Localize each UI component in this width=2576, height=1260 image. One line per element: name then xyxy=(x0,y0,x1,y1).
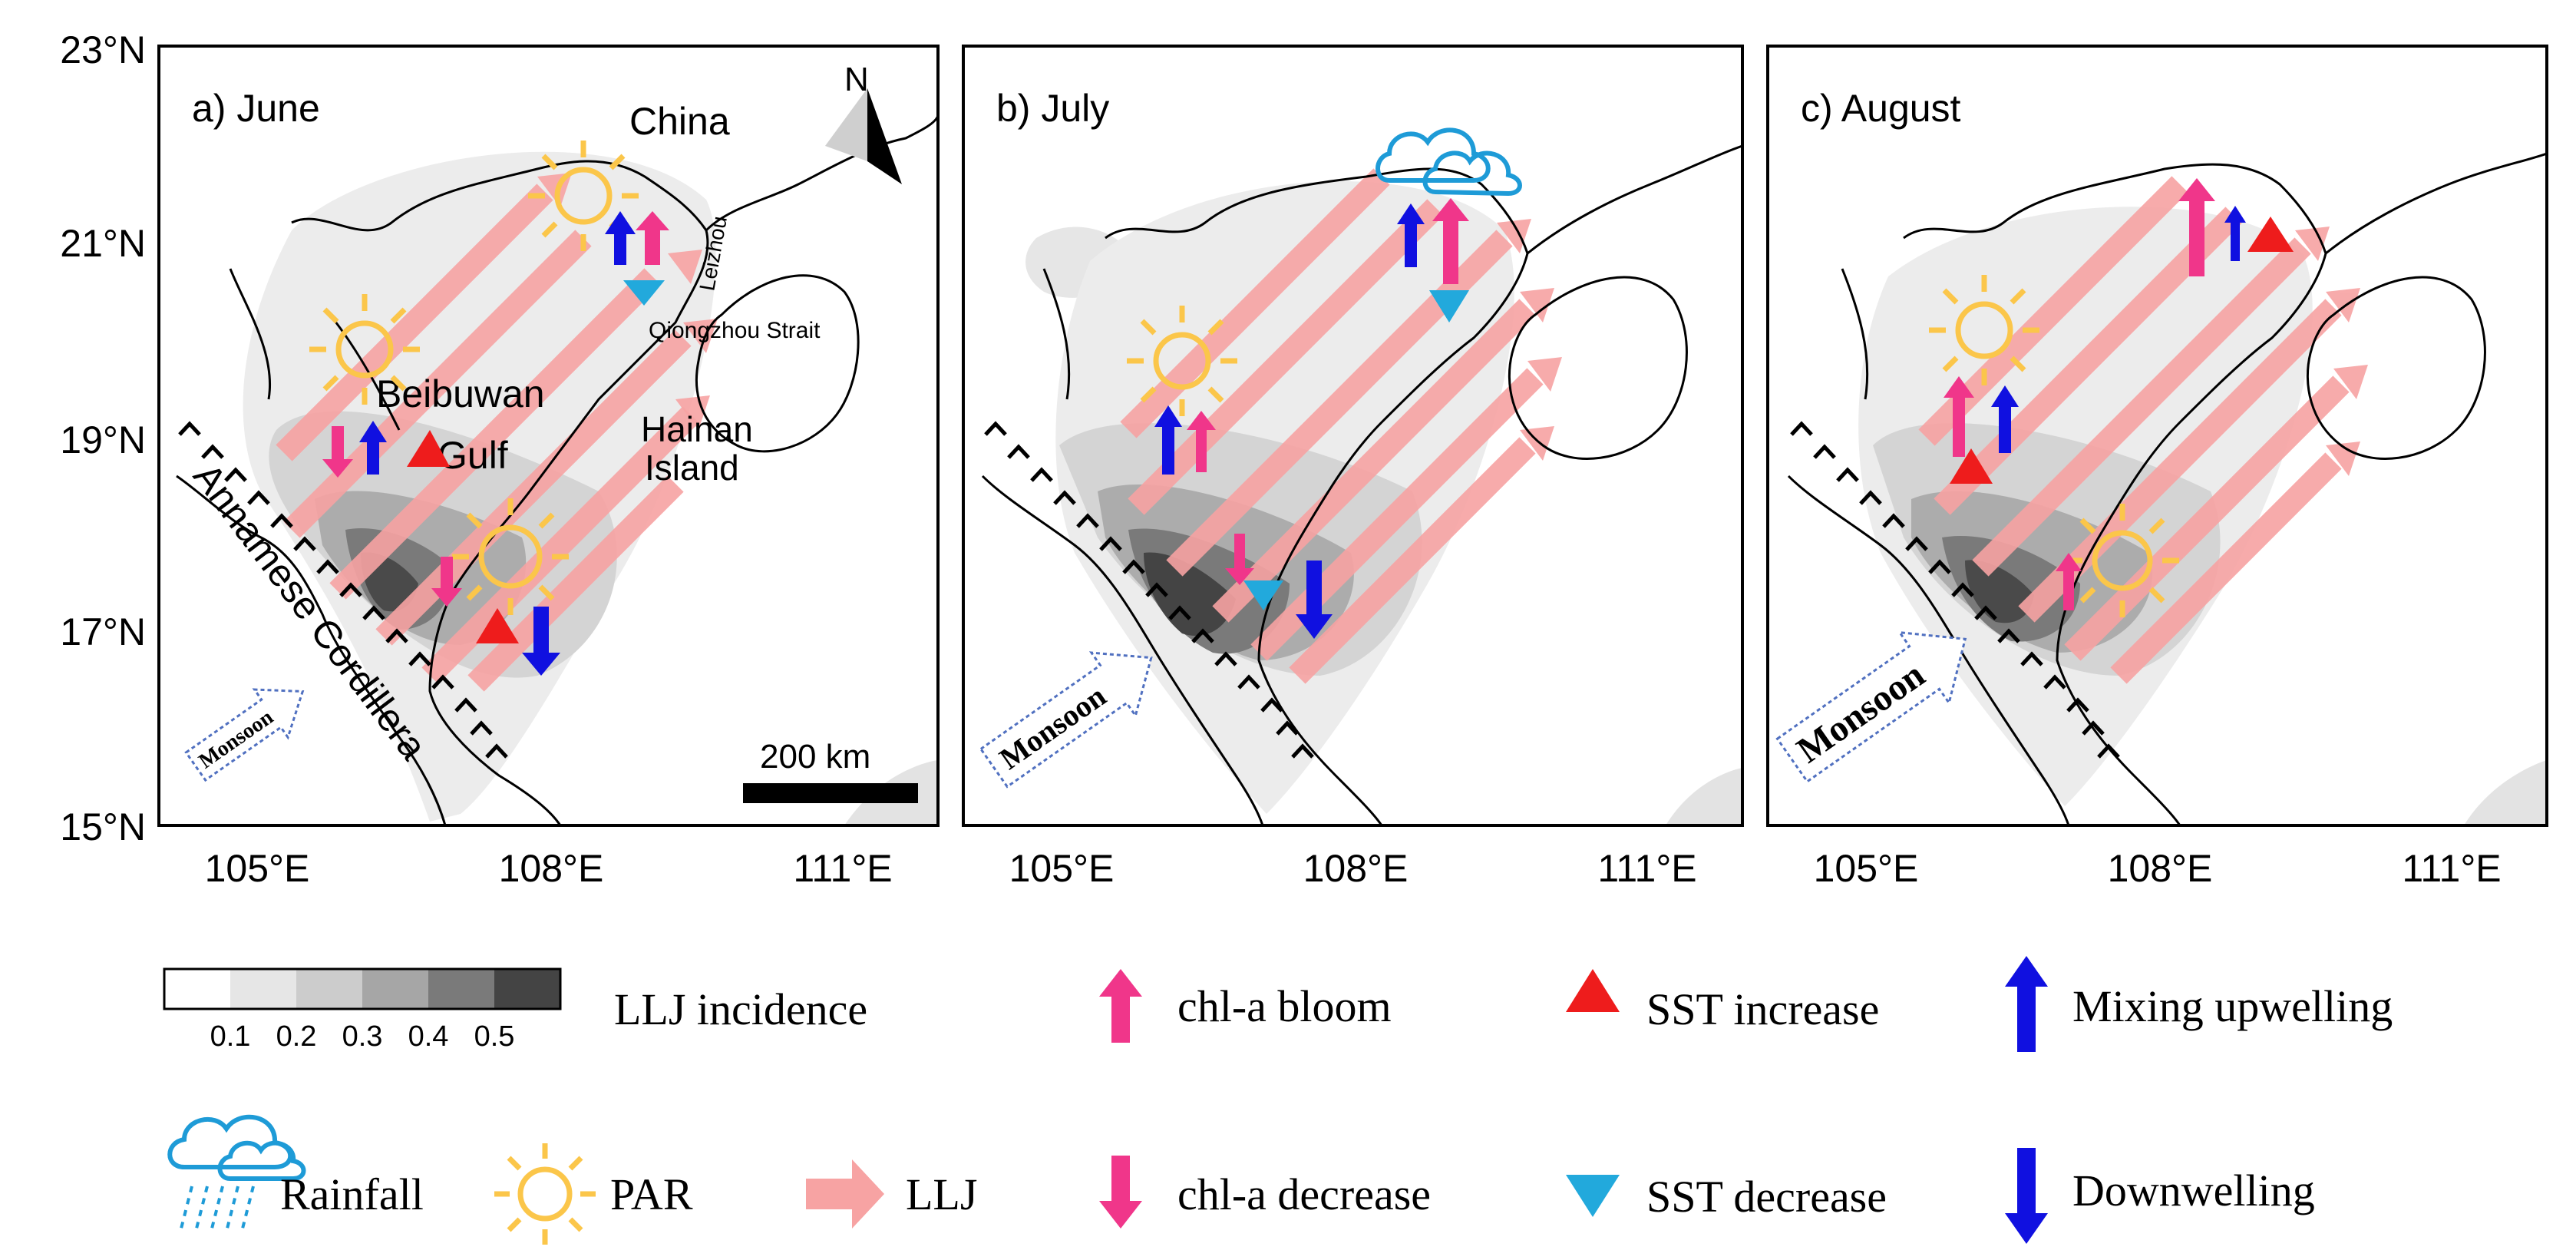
legend-sst-decrease-icon xyxy=(1566,1175,1620,1217)
legend-llj-arrow-icon xyxy=(806,1159,884,1229)
sst-increase-icon xyxy=(1950,448,1993,484)
legend-par: PAR xyxy=(610,1169,693,1219)
colorbar-swatch xyxy=(230,969,296,1009)
legend-sst-decrease: SST decrease xyxy=(1646,1172,1887,1222)
x-axis-july: 105°E 108°E 111°E xyxy=(1009,847,1697,890)
label-hainan: Hainan xyxy=(641,409,753,449)
y-tick-23: 23°N xyxy=(60,28,146,71)
mixing-upwelling-icon xyxy=(359,211,636,475)
legend-mixing-upwelling-icon xyxy=(2005,956,2048,1052)
x-tick-105: 105°E xyxy=(205,847,310,890)
legend-downwelling: Downwelling xyxy=(2072,1166,2315,1215)
par-sun-icon xyxy=(2066,504,2179,617)
downwelling-icon xyxy=(522,607,560,676)
panel-july-frame xyxy=(962,45,1744,827)
sst-increase-icon xyxy=(476,608,519,643)
sst-decrease-icon xyxy=(623,280,665,306)
sst-increase-icon xyxy=(2247,217,2294,252)
x-tick-105: 105°E xyxy=(1814,847,1919,890)
legend: 0.1 0.2 0.3 0.4 0.5 LLJ incidence chl-a … xyxy=(163,956,2393,1245)
par-sun-icon xyxy=(528,141,639,251)
chl-decrease-icon xyxy=(322,426,462,607)
north-arrow-icon: N xyxy=(825,61,902,184)
label-island: Island xyxy=(645,448,739,488)
label-beibuwan: Beibuwan xyxy=(376,372,545,415)
coastline xyxy=(981,144,1742,825)
chl-bloom-icon xyxy=(1944,178,2215,610)
legend-rainfall: Rainfall xyxy=(280,1169,424,1219)
x-tick-111: 111°E xyxy=(1597,847,1696,890)
legend-sst-increase-icon xyxy=(1566,969,1620,1012)
y-tick-15: 15°N xyxy=(60,805,146,848)
colorbar-swatch xyxy=(296,969,362,1009)
label-gulf: Gulf xyxy=(438,434,508,477)
downwelling-icon xyxy=(1296,561,1333,639)
label-china: China xyxy=(629,100,730,143)
colorbar-tick: 0.3 xyxy=(342,1020,383,1053)
llj-arrowheads xyxy=(2295,227,2368,476)
sst-decrease-icon xyxy=(1429,290,1469,322)
y-tick-17: 17°N xyxy=(60,610,146,653)
y-tick-19: 19°N xyxy=(60,418,146,461)
x-axis-june: 105°E 108°E 111°E xyxy=(205,847,893,890)
panel-june xyxy=(159,46,938,825)
llj-incidence-colorbar: 0.1 0.2 0.3 0.4 0.5 xyxy=(163,967,562,1053)
y-tick-21: 21°N xyxy=(60,222,146,265)
x-tick-108: 108°E xyxy=(2108,847,2213,890)
x-axis-august: 105°E 108°E 111°E xyxy=(1814,847,2502,890)
chl-bloom-icon xyxy=(636,211,669,265)
par-sun-icon xyxy=(1929,275,2039,385)
llj-arrowheads xyxy=(1497,219,1562,461)
scalebar xyxy=(743,783,918,803)
colorbar-tick: 0.4 xyxy=(408,1020,449,1053)
scalebar-label: 200 km xyxy=(760,738,870,776)
legend-chl-decrease-icon xyxy=(1099,1156,1142,1229)
chl-decrease-icon xyxy=(1225,534,1254,585)
mixing-upwelling-icon xyxy=(1991,206,2246,453)
sst-increase-icon xyxy=(407,430,450,467)
legend-mixing-upwelling: Mixing upwelling xyxy=(2072,981,2393,1031)
panel-june-frame xyxy=(157,45,940,827)
panel-july-label: b) July xyxy=(996,87,1109,130)
panel-august-frame xyxy=(1766,45,2548,827)
colorbar-swatch xyxy=(428,969,494,1009)
x-tick-105: 105°E xyxy=(1009,847,1115,890)
y-axis: 23°N 21°N 19°N 17°N 15°N xyxy=(60,28,146,848)
colorbar-swatch xyxy=(494,969,560,1009)
par-sun-icon xyxy=(309,294,420,405)
par-sun-icon xyxy=(452,498,569,615)
label-qiongzhou-strait: Qiongzhou Strait xyxy=(649,318,821,343)
rainfall-icon xyxy=(1376,127,1522,197)
x-tick-111: 111°E xyxy=(793,847,892,890)
chl-bloom-icon xyxy=(1187,198,1469,472)
sst-decrease-icon xyxy=(1243,580,1283,610)
colorbar-tick: 0.2 xyxy=(276,1020,317,1053)
legend-chl-bloom: chl-a bloom xyxy=(1177,981,1392,1031)
colorbar-tick: 0.1 xyxy=(210,1020,251,1053)
colorbar-tick: 0.5 xyxy=(474,1020,515,1053)
legend-par-sun-icon xyxy=(494,1143,596,1245)
north-label: N xyxy=(844,61,869,98)
legend-downwelling-icon xyxy=(2005,1148,2048,1244)
legend-llj: LLJ xyxy=(906,1169,977,1219)
legend-chl-bloom-icon xyxy=(1099,969,1142,1043)
legend-llj-incidence: LLJ incidence xyxy=(614,984,867,1034)
legend-sst-increase: SST increase xyxy=(1646,984,1879,1034)
par-sun-icon xyxy=(1127,306,1237,416)
colorbar-swatch xyxy=(164,969,230,1009)
x-tick-108: 108°E xyxy=(499,847,604,890)
mixing-upwelling-icon xyxy=(1154,203,1425,475)
colorbar-swatch xyxy=(362,969,428,1009)
panel-july xyxy=(963,46,1742,825)
coastline xyxy=(176,114,938,825)
panel-august-label: c) August xyxy=(1801,87,1961,130)
x-tick-111: 111°E xyxy=(2402,847,2501,890)
legend-chl-decrease: chl-a decrease xyxy=(1177,1169,1431,1219)
coastline xyxy=(1787,152,2547,825)
llj-arrows xyxy=(1918,176,2350,684)
legend-rainfall-icon xyxy=(167,1114,306,1229)
x-tick-108: 108°E xyxy=(1303,847,1409,890)
panel-june-label: a) June xyxy=(192,87,320,130)
